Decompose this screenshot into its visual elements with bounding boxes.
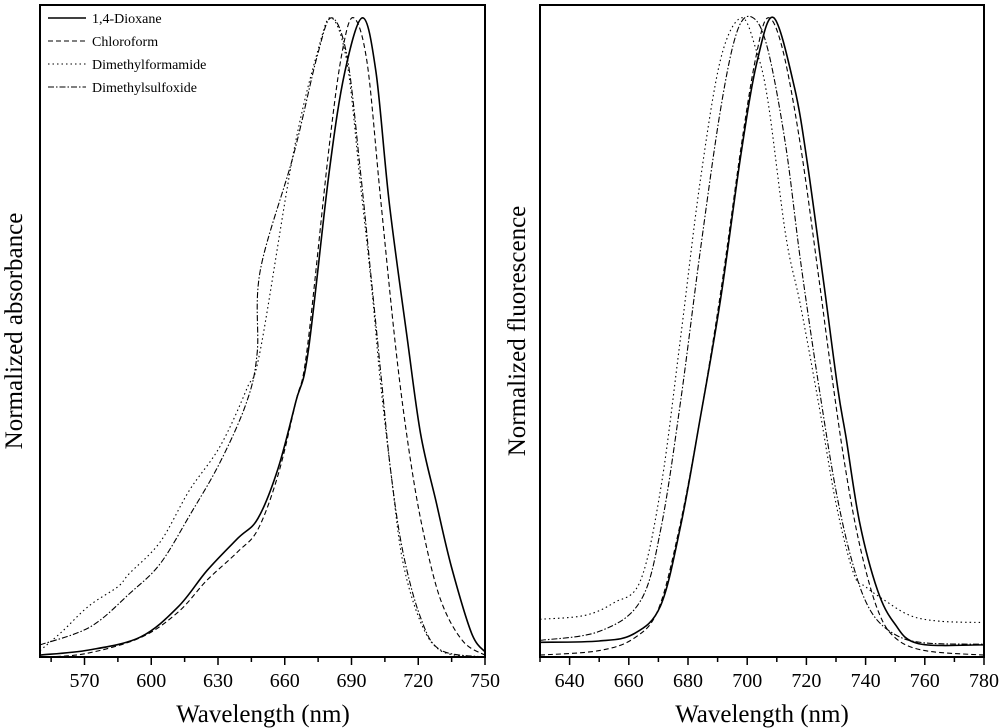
- x-tick-label: 760: [910, 670, 940, 692]
- legend: 1,4-Dioxane Chloroform Dimethylformamide…: [48, 12, 206, 96]
- x-tick-label: 640: [555, 670, 585, 692]
- series-line-dimethylformamide: [540, 17, 984, 624]
- x-axis-title: Wavelength (nm): [176, 701, 350, 728]
- legend-label-dioxane: 1,4-Dioxane: [92, 12, 162, 27]
- x-tick-label: 700: [732, 670, 762, 692]
- x-tick-label: 750: [470, 670, 500, 692]
- x-tick-label: 570: [70, 670, 100, 692]
- x-tick-label: 660: [270, 670, 300, 692]
- series-line-chloroform: [40, 17, 485, 657]
- x-axis-title: Wavelength (nm): [675, 701, 849, 728]
- plot-frame: [39, 4, 486, 658]
- series-line-chloroform: [540, 17, 984, 656]
- legend-label-dmso: Dimethylsulfoxide: [92, 81, 197, 96]
- x-tick-label: 680: [673, 670, 703, 692]
- x-tick-label: 660: [614, 670, 644, 692]
- series-line-dimethylsulfoxide: [40, 17, 485, 657]
- legend-label-chloroform: Chloroform: [92, 35, 158, 50]
- series-line-1-4-dioxane: [40, 16, 485, 656]
- x-tick-label: 600: [136, 670, 166, 692]
- series-line-dimethylsulfoxide: [540, 15, 984, 645]
- plot-frame: [539, 4, 985, 658]
- series-line-1-4-dioxane: [540, 16, 984, 647]
- x-tick-label: 720: [403, 670, 433, 692]
- x-tick-label: 780: [969, 670, 999, 692]
- x-tick-label: 630: [203, 670, 233, 692]
- y-axis-title: Normalized fluorescence: [504, 206, 531, 457]
- series-line-dimethylformamide: [40, 17, 475, 657]
- x-tick-label: 690: [337, 670, 367, 692]
- x-tick-label: 720: [791, 670, 821, 692]
- legend-label-dmf: Dimethylformamide: [92, 58, 206, 73]
- y-axis-title: Normalized absorbance: [1, 213, 28, 450]
- fluorescence-panel: Wavelength (nm) Normalized fluorescence …: [504, 4, 999, 728]
- absorbance-panel: Wavelength (nm) Normalized absorbance 1,…: [1, 4, 500, 728]
- x-tick-label: 740: [851, 670, 881, 692]
